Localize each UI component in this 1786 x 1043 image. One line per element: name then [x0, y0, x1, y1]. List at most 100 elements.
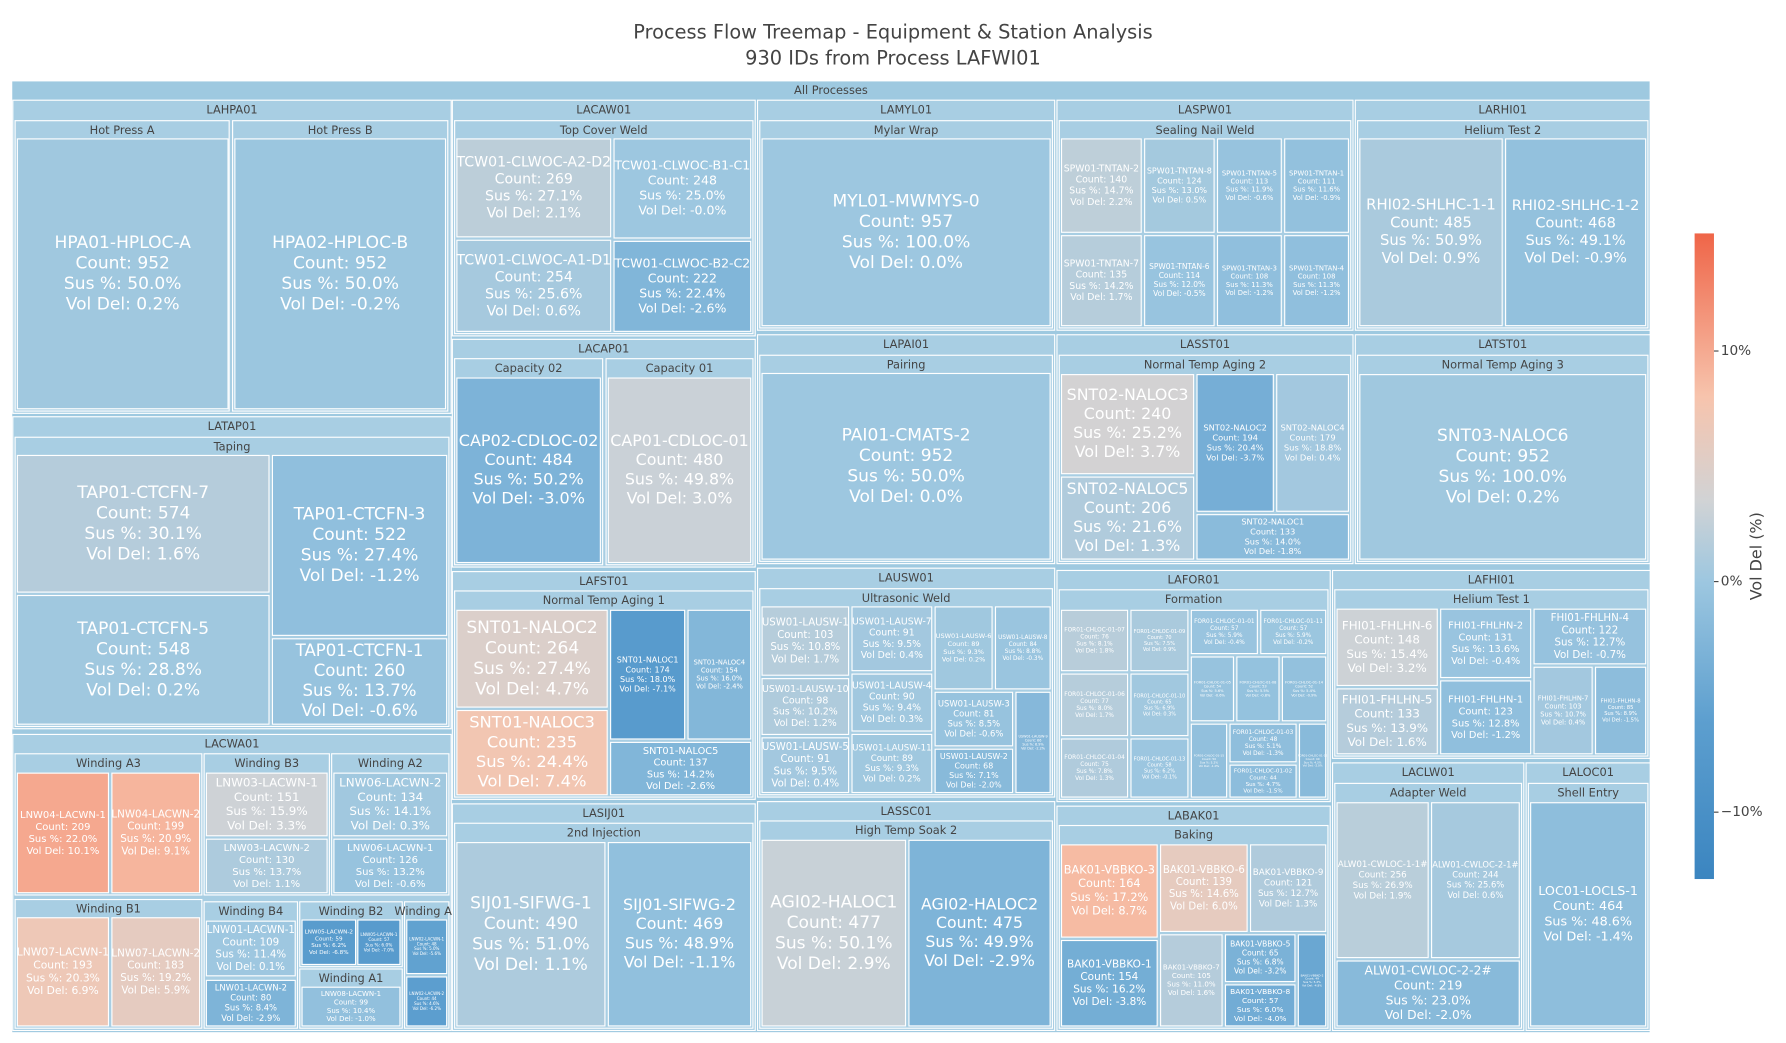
leaf-stat: Sus %: 8.4% [225, 1003, 277, 1013]
leaf-stat: Vol Del: -0.9% [1293, 194, 1341, 202]
leaf [934, 606, 993, 690]
leaf [934, 748, 1014, 794]
leaf-stat: Vol Del: -2.0% [946, 781, 1002, 790]
leaf-stat: Sus %: 14.6% [1169, 889, 1239, 900]
leaf-stat: Vol Del: 1.9% [1354, 891, 1412, 901]
leaf [994, 606, 1051, 690]
leaf-name: LNW03-LACWN-1 [216, 776, 318, 790]
leaf-stat: Sus %: 49.8% [625, 469, 734, 488]
leaf [333, 772, 448, 837]
leaf-stat: Sus %: 12.7% [1258, 889, 1318, 899]
subgroup-label: Winding B1 [76, 902, 141, 916]
leaf [908, 839, 1051, 1027]
leaf-stat: Count: 81 [953, 709, 994, 719]
leaf-name: USW01-LAUSW-9 [1018, 734, 1047, 738]
leaf-stat: Vol Del: 0.0% [849, 487, 963, 507]
leaf-stat: Vol Del: 2.1% [487, 205, 581, 221]
leaf-stat: Sus %: 20.4% [1207, 442, 1264, 452]
leaf-stat: Count: 269 [495, 171, 573, 187]
leaf [1249, 844, 1327, 932]
group-label: LASIJ01 [582, 806, 625, 820]
leaf-stat: Sus %: 28.8% [84, 660, 202, 680]
leaf-stat: Sus %: 13.6% [1452, 644, 1520, 655]
leaf-stat: Vol Del: -3.7% [1206, 452, 1264, 462]
leaf [1130, 609, 1189, 672]
leaf-stat: Vol Del: -0.6% [1200, 693, 1226, 697]
leaf-name: HPA02-HPLOC-B [272, 233, 408, 253]
leaf [1144, 235, 1215, 327]
leaf-stat: Count: 57 [1242, 996, 1279, 1005]
leaf-stat: Vol Del: -1.2% [300, 566, 420, 586]
leaf [851, 673, 933, 732]
group-label: LATAP01 [208, 419, 257, 433]
leaf-name: FOR01-CHLOC-01-03 [1233, 730, 1294, 736]
subgroup-label: Ultrasonic Weld [862, 591, 951, 605]
leaf-name: RHI02-SHLHC-1-2 [1512, 197, 1640, 214]
leaf [1060, 738, 1129, 798]
leaf-stat: Vol Del: -1.2% [1225, 289, 1273, 297]
leaf-name: BAK01-VBBKO-1 [1067, 958, 1152, 970]
leaf-stat: Vol Del: 9.1% [121, 845, 190, 857]
leaf-stat: Sus %: 22.4% [639, 285, 725, 300]
colorbar-tick-label: −10% [1721, 804, 1763, 820]
leaf-stat: Vol Del: -2.9% [221, 1013, 280, 1023]
group-label: LAFOR01 [1167, 573, 1219, 587]
leaf-stat: Sus %: 100.0% [842, 233, 970, 253]
leaf-stat: Count: 48 [1249, 737, 1278, 743]
group-label: LAFST01 [579, 574, 628, 588]
colorbar-title: Vol Del (%) [1747, 512, 1766, 600]
subgroup-label: Pairing [887, 357, 926, 371]
leaf-stat: Vol Del: 0.3% [351, 818, 430, 832]
leaf [761, 372, 1051, 560]
leaf-name: AGI02-HALOC2 [921, 894, 1038, 913]
leaf-stat: Count: 193 [33, 958, 92, 971]
leaf-stat: Vol Del: -0.5% [1153, 289, 1206, 298]
leaf [271, 638, 448, 725]
leaf-stat: Sus %: 25.2% [1073, 423, 1182, 442]
leaf-name: SNT02-NALOC1 [1241, 517, 1304, 527]
leaf [610, 609, 686, 740]
leaf-stat: Count: 256 [1358, 870, 1406, 880]
leaf-stat: Vol Del: -0.6% [355, 879, 425, 890]
subgroup-label: 2nd Injection [567, 825, 641, 839]
leaf-name: FHI01-FHLHN-7 [1538, 695, 1589, 703]
leaf-stat: Count: 522 [312, 525, 406, 545]
leaf-stat: Count: 957 [859, 212, 953, 232]
leaf-stat: Count: 952 [293, 254, 387, 274]
leaf [1284, 235, 1350, 327]
leaf-stat: Vol Del: -1.2% [1451, 730, 1520, 741]
leaf-stat: Vol Del: 8.7% [1072, 904, 1148, 917]
leaf-name: SPW01-TNTAN-7 [1064, 258, 1139, 269]
leaf-stat: Count: 477 [787, 913, 881, 933]
leaf-stat: Count: 111 [1298, 178, 1336, 186]
leaf-stat: Sus %: 10.7% [1540, 710, 1586, 718]
leaf [301, 986, 401, 1027]
leaf-name: ALW01-CWLOC-2-1# [1432, 860, 1518, 870]
leaf-stat: Vol Del: -2.9% [924, 951, 1035, 970]
group-label: LAPAI01 [883, 337, 929, 351]
leaf-stat: Sus %: 18.8% [1284, 442, 1341, 452]
leaf-stat: Vol Del: -0.2% [1273, 640, 1314, 646]
leaf-stat: Count: 54 [1204, 685, 1222, 689]
leaf [1216, 138, 1282, 233]
leaf-stat: Vol Del: -2.6% [646, 781, 715, 792]
leaf-name: SNT01-NALOC3 [469, 713, 595, 732]
group-label: LACAW01 [576, 102, 631, 116]
leaf-stat: Vol Del: -1.0% [326, 1015, 376, 1023]
leaf-name: SNT02-NALOC3 [1067, 385, 1189, 404]
leaf [333, 838, 448, 894]
chart-subtitle: 930 IDs from Process LAFWI01 [745, 47, 1041, 70]
leaf-name: BAK01-VBBKO-9 [1253, 868, 1324, 878]
leaf-stat: Sus %: 17.2% [1070, 891, 1148, 904]
leaf-stat: Sus %: 100.0% [1439, 467, 1567, 487]
leaf-stat: Count: 240 [1084, 404, 1172, 423]
leaf-stat: Count: 248 [648, 172, 717, 187]
leaf [1533, 608, 1647, 665]
leaf-stat: Vol Del: 0.9% [1382, 250, 1481, 267]
leaf [761, 839, 907, 1027]
leaf-stat: Vol Del: 0.1% [217, 961, 286, 973]
leaf [1530, 802, 1647, 1027]
leaf-stat: Vol Del: -2.0% [1385, 1008, 1472, 1022]
leaf [934, 691, 1014, 747]
leaf-stat: Vol Del: -0.4% [1204, 640, 1245, 646]
